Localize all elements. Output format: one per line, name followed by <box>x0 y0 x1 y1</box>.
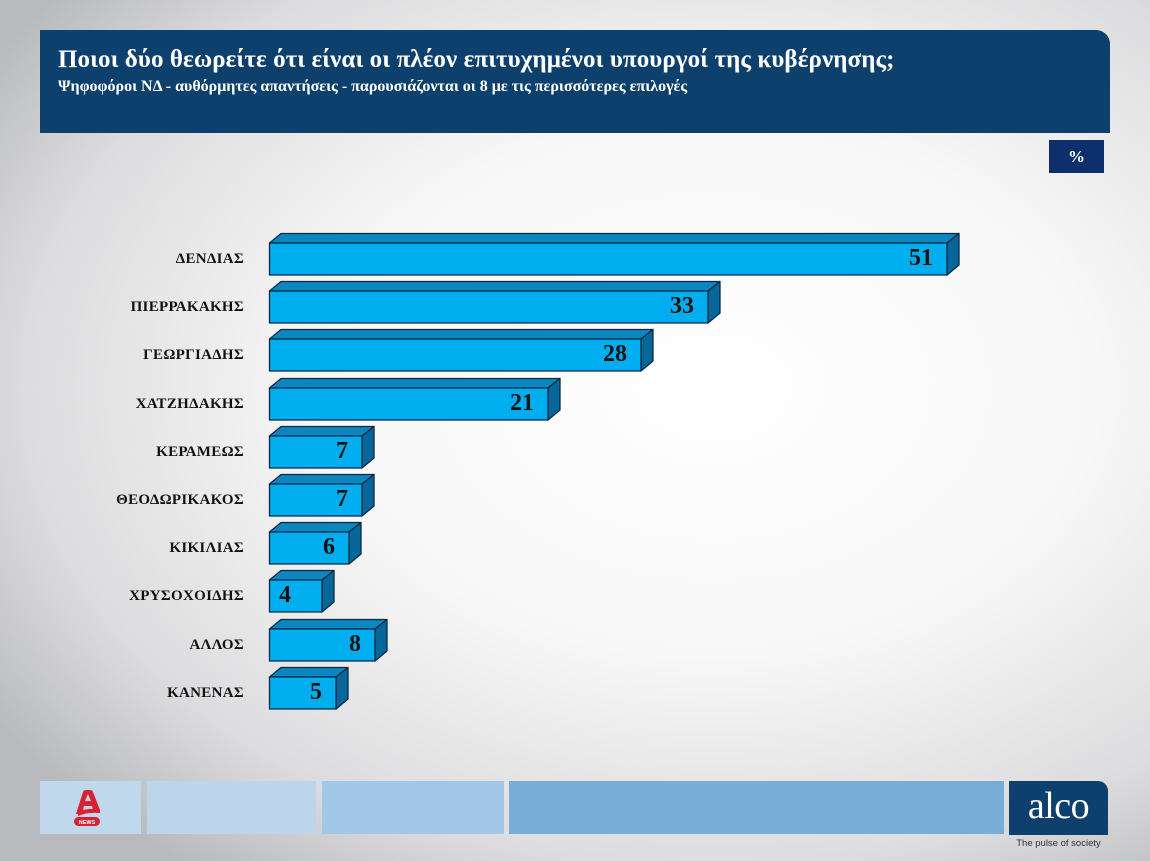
bar: 7 <box>268 425 376 470</box>
footer-strip <box>509 781 1004 834</box>
alpha-news-logo-icon: NEWS <box>74 790 100 826</box>
category-label: ΚΕΡΑΜΕΩΣ <box>156 444 244 460</box>
bar-value-label: 21 <box>510 390 534 416</box>
chart-header: Ποιοι δύο θεωρείτε ότι είναι οι πλέον επ… <box>40 30 1110 133</box>
bar-value-label: 8 <box>349 631 361 657</box>
alco-wordmark: alco <box>1027 785 1090 827</box>
bar-value-label: 33 <box>670 293 694 319</box>
bar-value-label: 7 <box>336 486 348 512</box>
category-label: ΚΑΝΕΝΑΣ <box>167 685 244 701</box>
category-label: ΔΕΝΔΙΑΣ <box>175 251 244 267</box>
footer-strip <box>147 781 316 834</box>
svg-text:NEWS: NEWS <box>79 820 96 826</box>
chart-subtitle: Ψηφοφόροι ΝΔ - αυθόρμητες απαντήσεις - π… <box>58 78 688 95</box>
bar: 5 <box>268 666 350 711</box>
category-label: ΠΙΕΡΡΑΚΑΚΗΣ <box>130 299 244 315</box>
bar-value-label: 28 <box>603 341 627 367</box>
footer-strip <box>322 781 504 834</box>
unit-badge: % <box>1049 140 1104 173</box>
category-label: ΧΑΤΖΗΔΑΚΗΣ <box>135 396 244 412</box>
bar-value-label: 7 <box>336 438 348 464</box>
category-label: ΓΕΩΡΓΙΑΔΗΣ <box>143 347 244 363</box>
category-label: ΘΕΟΔΩΡΙΚΑΚΟΣ <box>116 492 244 508</box>
bar-value-label: 5 <box>310 679 322 705</box>
bar: 28 <box>268 328 655 373</box>
bar-chart: ΔΕΝΔΙΑΣ 51 ΠΙΕΡΡΑΚΑΚΗΣ 33 ΓΕΩΡΓΙΑΔΗΣ 28 ΧΑΤΖΗΔ… <box>116 232 961 711</box>
category-label: ΚΙΚΙΛΙΑΣ <box>169 540 244 556</box>
bar: 33 <box>268 280 722 325</box>
bar-value-label: 51 <box>909 245 933 271</box>
bar: 21 <box>268 377 562 422</box>
bar: 7 <box>268 473 376 518</box>
bar-value-label: 6 <box>323 534 335 560</box>
category-label: ΑΛΛΟΣ <box>189 637 244 653</box>
bar: 51 <box>268 232 961 277</box>
bar: 4 <box>268 569 336 614</box>
alco-logo: alco <box>1009 781 1108 835</box>
bar: 6 <box>268 521 363 566</box>
bar-value-label: 4 <box>279 582 291 608</box>
alco-tagline: The pulse of society <box>1016 838 1101 849</box>
bar: 8 <box>268 618 389 663</box>
category-label: ΧΡΥΣΟΧΟΙΔΗΣ <box>129 588 244 604</box>
chart-title: Ποιοι δύο θεωρείτε ότι είναι οι πλέον επ… <box>58 46 895 73</box>
